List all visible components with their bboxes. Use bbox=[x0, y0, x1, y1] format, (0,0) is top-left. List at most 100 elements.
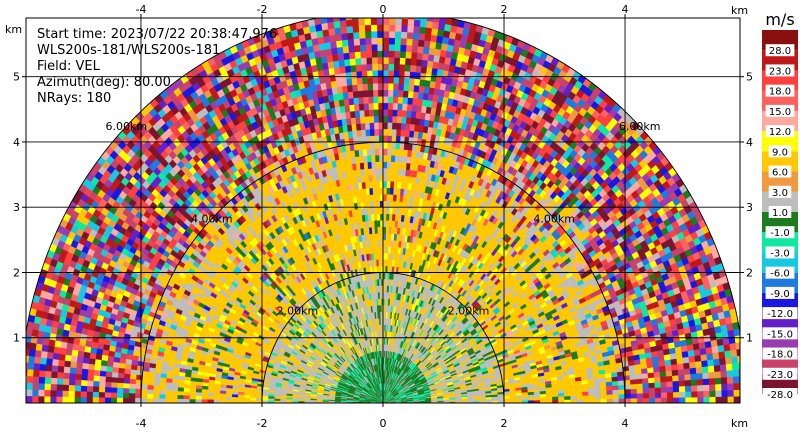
velocity-cell bbox=[672, 380, 680, 387]
velocity-cell bbox=[612, 384, 619, 391]
velocity-cell bbox=[676, 357, 684, 365]
velocity-cell bbox=[739, 396, 740, 403]
velocity-cell bbox=[420, 65, 428, 74]
velocity-cell bbox=[600, 385, 607, 391]
velocity-cell bbox=[606, 394, 614, 400]
velocity-cell bbox=[697, 390, 704, 398]
velocity-cell bbox=[576, 395, 583, 400]
velocity-cell bbox=[624, 398, 632, 403]
velocity-cell bbox=[696, 384, 704, 392]
velocity-cell bbox=[551, 392, 559, 397]
velocity-cell bbox=[700, 353, 708, 362]
velocity-cell bbox=[707, 365, 715, 373]
velocity-cell bbox=[703, 384, 710, 392]
velocity-cell bbox=[582, 395, 589, 400]
velocity-cell bbox=[635, 373, 643, 380]
velocity-cell bbox=[696, 372, 704, 380]
velocity-cell bbox=[660, 376, 667, 383]
velocity-cell bbox=[721, 396, 729, 403]
velocity-cell bbox=[720, 376, 728, 385]
velocity-cell bbox=[534, 396, 541, 401]
velocity-cell bbox=[677, 362, 685, 370]
velocity-cell bbox=[653, 366, 661, 373]
velocity-cell bbox=[689, 361, 697, 369]
velocity-cell bbox=[636, 383, 644, 389]
velocity-heatmap bbox=[26, 18, 740, 403]
velocity-cell bbox=[679, 391, 686, 398]
velocity-cell bbox=[666, 391, 674, 398]
velocity-cell bbox=[695, 366, 703, 374]
velocity-cell bbox=[731, 362, 739, 371]
velocity-cell bbox=[719, 357, 727, 366]
velocity-cell bbox=[729, 342, 737, 351]
velocity-cell bbox=[696, 378, 704, 386]
velocity-cell bbox=[618, 393, 626, 399]
velocity-cell bbox=[718, 350, 726, 359]
velocity-cell bbox=[712, 351, 720, 360]
velocity-cell bbox=[438, 18, 447, 25]
velocity-cell bbox=[715, 396, 722, 403]
velocity-cell bbox=[683, 367, 691, 375]
velocity-cell bbox=[649, 397, 656, 403]
velocity-cell bbox=[648, 392, 656, 399]
velocity-cell bbox=[708, 377, 716, 385]
velocity-cell bbox=[641, 372, 649, 379]
velocity-cell bbox=[418, 78, 426, 87]
velocity-cell bbox=[661, 397, 668, 403]
velocity-cell bbox=[732, 375, 740, 384]
velocity-cell bbox=[612, 389, 620, 395]
velocity-cell bbox=[709, 396, 717, 403]
velocity-cell bbox=[624, 393, 632, 399]
velocity-cell bbox=[647, 372, 655, 379]
velocity-cell bbox=[720, 370, 728, 378]
velocity-cell bbox=[429, 40, 437, 49]
velocity-cell bbox=[714, 377, 722, 385]
velocity-cell bbox=[612, 393, 620, 399]
velocity-cell bbox=[582, 398, 589, 403]
velocity-cell bbox=[435, 35, 444, 44]
velocity-cell bbox=[588, 390, 595, 396]
velocity-cell bbox=[600, 390, 607, 396]
velocity-cell bbox=[557, 392, 565, 397]
velocity-cell bbox=[630, 383, 638, 390]
velocity-cell bbox=[434, 41, 443, 50]
velocity-cell bbox=[685, 391, 692, 398]
velocity-cell bbox=[629, 374, 637, 380]
velocity-cell bbox=[689, 367, 697, 375]
velocity-cell bbox=[654, 392, 662, 399]
velocity-cell bbox=[431, 21, 440, 30]
velocity-cell bbox=[425, 20, 433, 29]
velocity-cell bbox=[635, 378, 643, 385]
velocity-cell bbox=[665, 364, 673, 372]
velocity-cell bbox=[630, 393, 638, 399]
velocity-cell bbox=[421, 59, 428, 68]
velocity-cell bbox=[642, 382, 650, 389]
velocity-cell bbox=[703, 390, 710, 398]
velocity-cell bbox=[724, 350, 732, 358]
velocity-cell bbox=[717, 344, 725, 353]
velocity-cell bbox=[539, 393, 547, 398]
velocity-cell bbox=[509, 397, 517, 401]
velocity-cell bbox=[415, 104, 422, 113]
velocity-cell bbox=[618, 384, 625, 390]
velocity-cell bbox=[581, 383, 589, 389]
velocity-cell bbox=[594, 390, 601, 396]
velocity-cell bbox=[701, 365, 709, 374]
velocity-cell bbox=[630, 388, 638, 394]
velocity-cell bbox=[570, 391, 577, 397]
velocity-cell bbox=[660, 386, 668, 393]
velocity-cell bbox=[659, 365, 667, 372]
velocity-cell bbox=[641, 377, 649, 384]
velocity-cell bbox=[697, 396, 704, 403]
velocity-cell bbox=[690, 373, 698, 381]
velocity-cell bbox=[694, 354, 702, 362]
velocity-cell bbox=[715, 383, 722, 391]
velocity-cell bbox=[678, 379, 686, 387]
velocity-cell bbox=[575, 387, 583, 393]
velocity-cell bbox=[695, 360, 703, 368]
velocity-cell bbox=[714, 370, 722, 379]
velocity-cell bbox=[429, 34, 438, 43]
velocity-cell bbox=[423, 40, 431, 48]
velocity-cell bbox=[736, 348, 740, 357]
velocity-cell bbox=[654, 376, 661, 383]
